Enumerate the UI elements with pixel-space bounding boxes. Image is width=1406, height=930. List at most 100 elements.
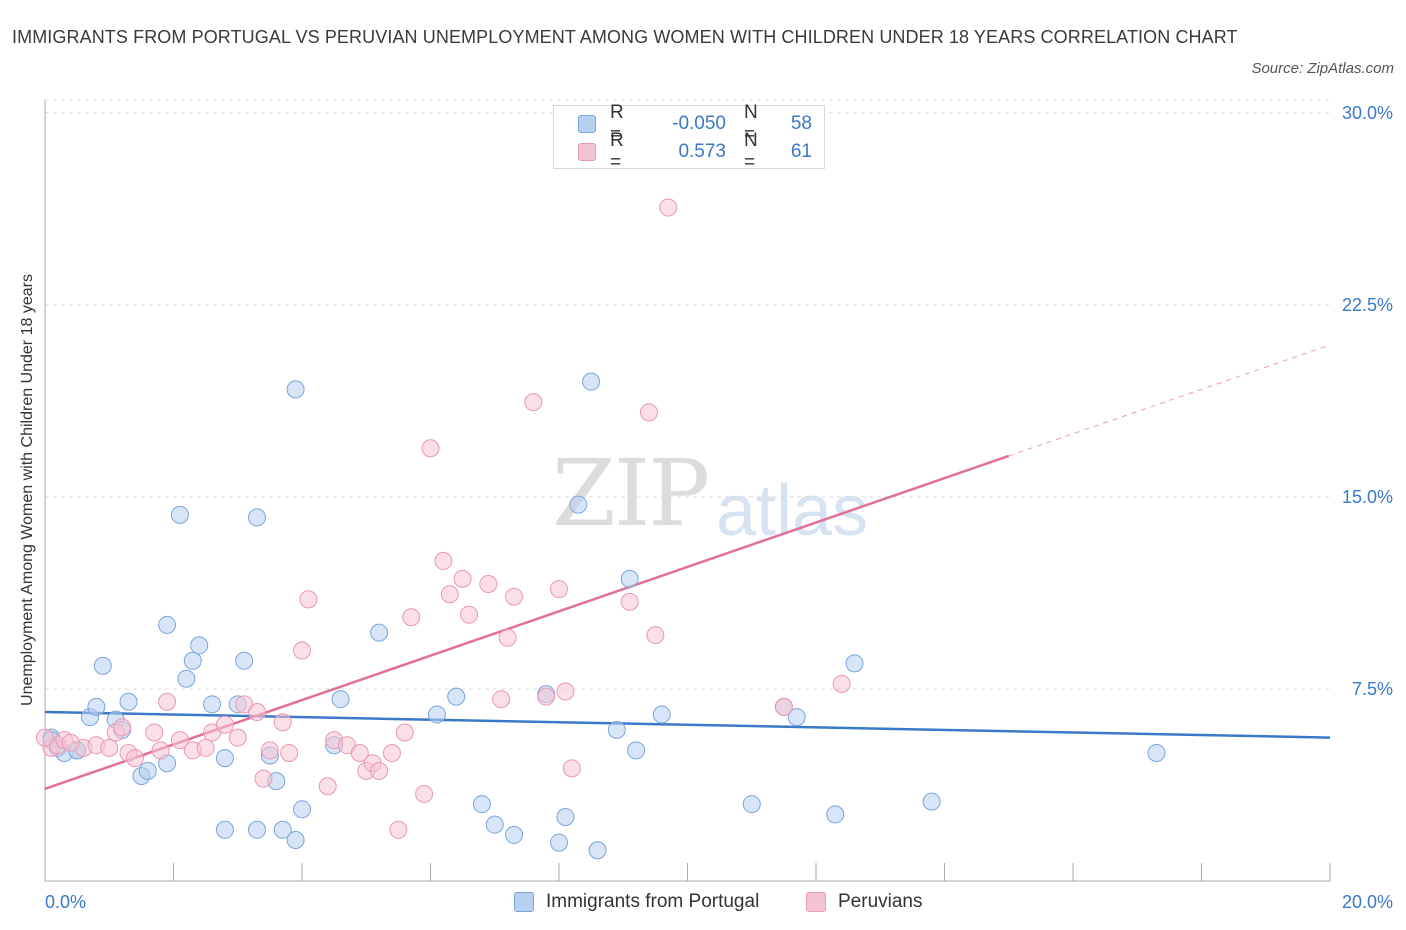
point-portugal (447, 687, 466, 706)
point-portugal (215, 749, 234, 768)
point-peruvians (440, 585, 459, 604)
legend-n-label: N = (744, 102, 758, 145)
point-peruvians (774, 697, 793, 716)
y-tick-label: 22.5% (1342, 295, 1393, 315)
point-portugal (1147, 743, 1166, 762)
point-peruvians (832, 674, 851, 693)
point-peruvians (350, 743, 369, 762)
point-peruvians (125, 749, 144, 768)
point-peruvians (145, 723, 164, 742)
legend-row-portugal: R = -0.050 N = 58 (578, 102, 812, 145)
point-portugal (485, 815, 504, 834)
point-peruvians (646, 626, 665, 645)
point-portugal (627, 741, 646, 760)
point-peruvians (370, 761, 389, 780)
point-peruvians (402, 608, 421, 627)
point-peruvians (479, 574, 498, 593)
watermark-atlas: atlas (716, 471, 869, 551)
point-peruvians (100, 738, 119, 757)
watermark-zip: ZIP (552, 440, 710, 547)
point-portugal (119, 692, 138, 711)
point-portugal (620, 569, 639, 588)
point-peruvians (562, 759, 581, 778)
legend-n-label: N = (744, 130, 758, 173)
point-peruvians (434, 551, 453, 570)
point-peruvians (113, 718, 132, 737)
bottom-legend-label-peruvians: Peruvians (838, 891, 923, 912)
point-peruvians (170, 731, 189, 750)
point-peruvians (382, 743, 401, 762)
axes (44, 100, 1331, 882)
point-portugal (215, 820, 234, 839)
legend-r-value-portugal: -0.050 (672, 113, 726, 134)
point-portugal (190, 636, 209, 655)
trend-lines (44, 344, 1331, 790)
point-peruvians (453, 569, 472, 588)
point-portugal (138, 761, 157, 780)
point-peruvians (318, 777, 337, 796)
point-peruvians (36, 728, 54, 747)
point-peruvians (389, 820, 408, 839)
point-peruvians (460, 605, 479, 624)
point-portugal (286, 380, 305, 399)
point-portugal (582, 372, 601, 391)
point-portugal (427, 705, 446, 724)
point-portugal (556, 807, 575, 826)
point-peruvians (196, 738, 215, 757)
legend-row-peruvians: R = 0.573 N = 61 (578, 130, 812, 173)
point-peruvians (550, 580, 568, 599)
point-portugal (93, 656, 112, 675)
point-portugal (286, 831, 305, 850)
point-peruvians (415, 784, 434, 803)
data-points (36, 198, 1166, 860)
point-peruvians (273, 713, 292, 732)
point-portugal (235, 651, 254, 670)
point-portugal (742, 795, 761, 814)
point-portugal (845, 654, 864, 673)
x-tick-label: 0.0% (45, 892, 86, 912)
point-peruvians (151, 741, 170, 760)
point-peruvians (158, 692, 177, 711)
chart-title: IMMIGRANTS FROM PORTUGAL VS PERUVIAN UNE… (12, 27, 1238, 47)
point-peruvians (659, 198, 678, 217)
point-portugal (505, 825, 524, 844)
point-peruvians (421, 439, 440, 458)
point-peruvians (395, 723, 414, 742)
correlation-legend: R = -0.050 N = 58 R = 0.573 N = 61 (553, 102, 825, 173)
point-portugal (370, 623, 389, 642)
bottom-legend-label-portugal: Immigrants from Portugal (546, 891, 760, 912)
y-tick-label: 15.0% (1342, 487, 1393, 507)
point-portugal (652, 705, 671, 724)
point-portugal (273, 820, 292, 839)
y-tick-label: 7.5% (1352, 679, 1393, 699)
point-peruvians (620, 592, 639, 611)
point-peruvians (61, 733, 80, 752)
point-peruvians (556, 682, 575, 701)
point-portugal (203, 695, 222, 714)
point-peruvians (492, 690, 511, 709)
legend-swatch-portugal (578, 115, 596, 133)
legend-r-value-peruvians: 0.573 (678, 141, 726, 162)
x-tick-label: 20.0% (1342, 892, 1393, 912)
point-peruvians (524, 393, 543, 412)
point-portugal (826, 805, 845, 824)
trend-line-extension-peruvians (1008, 344, 1331, 457)
point-portugal (87, 697, 106, 716)
point-portugal (248, 820, 267, 839)
point-peruvians (505, 587, 524, 606)
point-peruvians (254, 769, 273, 788)
tick-labels: 7.5% 15.0% 22.5% 30.0% 0.0% 20.0% (45, 103, 1393, 912)
point-peruvians (293, 641, 311, 660)
legend-n-value-peruvians: 61 (790, 141, 812, 162)
point-peruvians (248, 702, 267, 721)
trend-line-peruvians (44, 454, 1010, 790)
bottom-legend-swatch-portugal (514, 892, 534, 912)
point-portugal (170, 505, 189, 524)
point-peruvians (260, 741, 279, 760)
legend-r-label: R = (610, 130, 624, 173)
point-portugal (177, 669, 196, 688)
point-portugal (922, 792, 941, 811)
grid-lines (45, 99, 1330, 690)
point-peruvians (639, 403, 658, 422)
